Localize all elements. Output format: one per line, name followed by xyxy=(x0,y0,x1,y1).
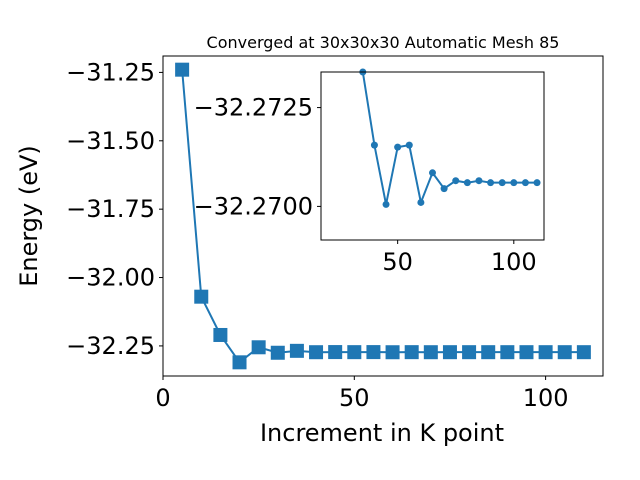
data-point xyxy=(175,62,190,77)
y-axis-label: Energy (eV) xyxy=(15,145,43,287)
data-point xyxy=(289,343,304,358)
main-plot-area xyxy=(175,62,591,370)
data-point xyxy=(309,345,324,360)
data-point xyxy=(328,345,343,360)
series-line xyxy=(181,69,584,364)
y-tick-label: −32.25 xyxy=(66,332,155,360)
data-point xyxy=(440,185,448,193)
data-point xyxy=(251,340,266,355)
main-ticks: 0 50 100 −31.25 −31.50 −31.75 −32.00 −32.25 xyxy=(66,58,568,412)
y-tick-label: −31.25 xyxy=(66,58,155,86)
data-point xyxy=(347,345,362,360)
data-point xyxy=(442,345,457,360)
y-tick-label: −32.00 xyxy=(66,264,155,292)
data-point xyxy=(475,177,483,185)
data-point xyxy=(270,345,285,360)
inset-background xyxy=(321,72,544,240)
x-tick-label: 50 xyxy=(339,384,370,412)
x-tick-label: 100 xyxy=(523,384,569,412)
inset-frame xyxy=(320,71,545,241)
data-point xyxy=(429,169,436,177)
data-point xyxy=(213,327,228,342)
data-point xyxy=(405,141,413,149)
y-tick-label: −32.2725 xyxy=(194,94,313,122)
data-point xyxy=(370,141,378,149)
x-tick-label: 50 xyxy=(382,248,413,276)
data-point xyxy=(423,345,438,360)
x-tick-label: 100 xyxy=(491,248,537,276)
data-point xyxy=(366,345,381,360)
x-tick-label: 0 xyxy=(155,384,170,412)
x-axis-label: Increment in K point xyxy=(260,419,504,447)
y-tick-label: −31.75 xyxy=(66,195,155,223)
data-point xyxy=(194,289,209,304)
main-axes: Converged at 30x30x30 Automatic Mesh 85 … xyxy=(15,33,604,447)
data-point xyxy=(576,345,591,360)
inset-ticks: 50 100 −32.2725 −32.2700 xyxy=(194,94,537,276)
data-point xyxy=(500,345,515,360)
data-point xyxy=(462,345,477,360)
series-line xyxy=(361,72,538,206)
data-point xyxy=(452,177,460,185)
data-point xyxy=(385,345,400,360)
data-point xyxy=(533,179,541,187)
main-frame xyxy=(162,55,604,377)
data-point xyxy=(382,200,390,208)
data-point xyxy=(498,179,506,187)
data-point xyxy=(538,345,553,360)
data-point xyxy=(521,179,529,187)
data-point xyxy=(481,345,496,360)
data-point xyxy=(557,345,572,360)
data-point xyxy=(463,179,471,187)
data-point xyxy=(487,179,495,187)
data-point xyxy=(417,198,425,206)
data-point xyxy=(510,179,518,187)
data-point xyxy=(394,143,402,151)
inset-plot-area xyxy=(359,68,541,208)
data-point xyxy=(404,345,419,360)
data-point xyxy=(232,355,247,370)
chart-title: Converged at 30x30x30 Automatic Mesh 85 xyxy=(207,33,560,52)
y-tick-label: −31.50 xyxy=(66,127,155,155)
data-point xyxy=(519,345,534,360)
inset-axes: 50 100 −32.2725 −32.2700 xyxy=(194,68,545,276)
y-tick-label: −32.2700 xyxy=(194,192,313,220)
